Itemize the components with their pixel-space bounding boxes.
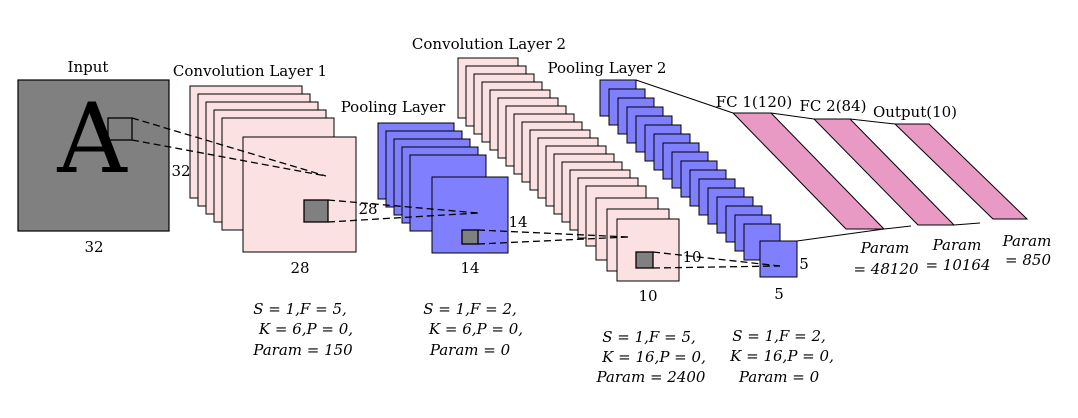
pool1-layer: Pooling Layer 28 14 S = 1,F = 2, K = 6,P… [341, 98, 523, 359]
pool2-to-fc1-link [635, 79, 734, 114]
receptive-field-connectors [131, 117, 781, 269]
connector-conv2-to-pool2 [652, 265, 781, 269]
pool1-param-line-1: S = 1,F = 2, [423, 300, 517, 318]
connector-conv1-to-pool1 [327, 212, 479, 223]
input-size-bottom: 32 [84, 238, 103, 256]
fully-connected-layers: FC 1(120) FC 2(84) Output(10) Param = 48… [635, 79, 1052, 278]
pool1-param-line-2: K = 6,P = 0, [428, 320, 523, 338]
conv2-title: Convolution Layer 2 [412, 35, 566, 53]
fc2-to-output-link [953, 222, 981, 226]
conv1-layer: Convolution Layer 1 32 28 S = 1,F = 5, K… [171, 62, 357, 359]
pool2-feature-map-front [759, 240, 798, 278]
pool2-layer: Pooling Layer 2 10 5 5 S = 1,F = 2, K = … [548, 59, 834, 386]
pool2-to-fc1-link [796, 228, 885, 242]
conv1-param-line-2: K = 6,P = 0, [258, 320, 353, 338]
pool2-size-bottom: 5 [774, 285, 784, 303]
pool1-kernel-window [461, 229, 479, 245]
input-image [17, 79, 170, 232]
conv1-title: Convolution Layer 1 [173, 62, 327, 80]
conv1-param-line-3: Param = 150 [252, 341, 353, 359]
fc1-to-fc2-link [883, 225, 912, 230]
conv2-param-line-3: Param = 2400 [596, 368, 706, 386]
conv2-size-side: 14 [508, 213, 527, 231]
conv1-size-bottom: 28 [290, 259, 309, 277]
input-title: Input [68, 58, 109, 76]
pool1-size-bottom: 14 [460, 259, 479, 277]
pool2-param-line-2: K = 16,P = 0, [729, 347, 834, 365]
conv2-kernel-window [635, 251, 654, 269]
conv2-feature-map-front [616, 218, 680, 282]
conv1-size-side: 32 [171, 162, 190, 180]
output-param-line-2: = 850 [1005, 251, 1051, 269]
conv2-size-bottom: 10 [638, 287, 657, 305]
conv2-param-line-1: S = 1,F = 5, [602, 328, 696, 346]
fc2-param-line-2: = 10164 [925, 256, 990, 274]
fc2-param-line-1: Param [932, 236, 982, 254]
conv2-param-line-2: K = 16,P = 0, [601, 348, 706, 366]
pool2-size-side-right: 5 [799, 255, 809, 273]
input-receptive-field [107, 117, 133, 141]
fc1-title: FC 1(120) [716, 93, 793, 111]
fc2-title: FC 2(84) [800, 97, 867, 115]
output-block [893, 123, 1029, 220]
connector-input-to-conv1 [131, 117, 327, 177]
fc1-param-line-2: = 48120 [853, 260, 919, 278]
output-title: Output(10) [873, 103, 957, 121]
input-glyph: A [56, 83, 128, 195]
fc1-to-fc2-link [770, 112, 815, 120]
fc2-to-output-link [849, 118, 896, 125]
fc1-block [731, 112, 886, 230]
connector-pool1-to-conv2 [477, 236, 629, 245]
pool1-title: Pooling Layer [341, 98, 446, 116]
conv1-feature-map-front [242, 136, 357, 253]
fc1-param-line-1: Param [860, 239, 910, 257]
pool2-title: Pooling Layer 2 [548, 59, 667, 77]
conv1-param-line-1: S = 1,F = 5, [253, 300, 347, 318]
output-param-line-1: Param [1002, 232, 1052, 250]
conv1-kernel-window [303, 199, 329, 223]
pool1-param-line-3: Param = 0 [429, 341, 511, 359]
input-layer: A Input 32 [17, 58, 170, 256]
conv2-layer: Convolution Layer 2 14 10 S = 1,F = 5, K… [412, 35, 706, 386]
pool2-param-line-3: Param = 0 [738, 368, 820, 386]
connector-pool1-to-conv2 [477, 229, 629, 238]
connector-conv1-to-pool1 [327, 199, 479, 214]
pool2-param-line-1: S = 1,F = 2, [732, 327, 826, 345]
pool2-size-side: 10 [682, 248, 701, 266]
fc2-block [812, 118, 956, 226]
